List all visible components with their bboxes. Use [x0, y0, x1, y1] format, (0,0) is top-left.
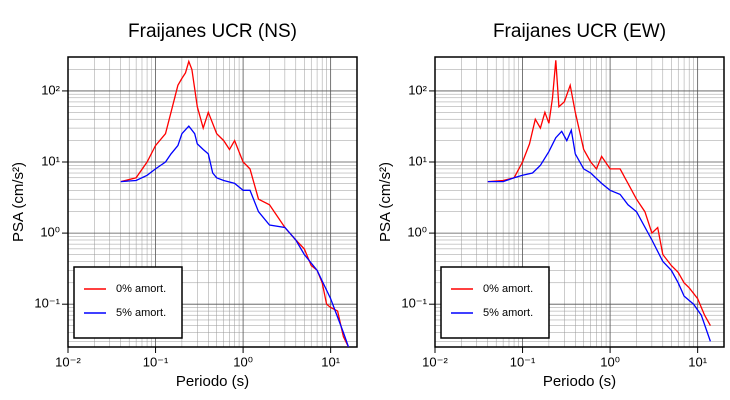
x-tick-label: 10¹ [321, 354, 340, 369]
x-tick-label: 10⁻² [55, 354, 81, 369]
legend-label: 5% amort. [483, 307, 533, 319]
legend-label: 0% amort. [483, 283, 533, 295]
legend-label: 5% amort. [116, 307, 166, 319]
x-tick-label: 10⁰ [600, 354, 620, 369]
y-tick-label: 10⁻¹ [401, 296, 427, 311]
series-line [487, 127, 712, 342]
chart-title: Fraijanes UCR (NS) [128, 21, 297, 42]
y-tick-label: 10⁰ [40, 225, 60, 240]
chart-title: Fraijanes UCR (EW) [493, 21, 666, 42]
y-tick-label: 10² [408, 82, 427, 97]
plot-frame [434, 56, 725, 348]
series-line [487, 60, 711, 326]
x-axis-label: Periodo (s) [176, 373, 249, 390]
y-tick-label: 10¹ [408, 153, 427, 168]
plot-frame [67, 56, 358, 348]
y-tick-label: 10⁰ [407, 225, 427, 240]
x-tick-label: 10⁻¹ [143, 354, 169, 369]
legend-box [440, 266, 550, 339]
x-tick-label: 10⁻¹ [510, 354, 536, 369]
plot: 10⁻² 10⁻¹ 10⁰ 10¹ 10⁻¹ 10⁰ 10¹ 10² Fraijanes UCR… [377, 21, 725, 390]
x-tick-label: 10⁻² [422, 354, 448, 369]
y-tick-label: 10⁻¹ [34, 296, 60, 311]
x-axis-label: Periodo (s) [543, 373, 616, 390]
plot: 10⁻² 10⁻¹ 10⁰ 10¹ 10⁻¹ 10⁰ 10¹ 10² Fraijanes UCR… [10, 21, 358, 390]
legend-label: 0% amort. [116, 283, 166, 295]
y-axis-label: PSA (cm/s²) [10, 162, 27, 242]
legend-box [73, 266, 183, 339]
series-line [120, 125, 350, 347]
y-tick-label: 10² [41, 82, 60, 97]
y-tick-label: 10¹ [41, 153, 60, 168]
x-tick-label: 10⁰ [233, 354, 253, 369]
y-axis-label: PSA (cm/s²) [377, 162, 394, 242]
x-tick-label: 10¹ [688, 354, 707, 369]
